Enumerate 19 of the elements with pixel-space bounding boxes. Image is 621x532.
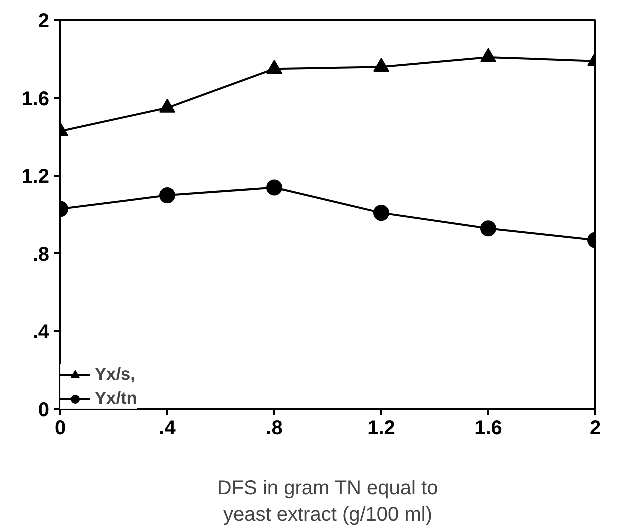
y-tick-label: 1.6 xyxy=(22,88,50,110)
point xyxy=(374,205,390,222)
x-tick-label: 1.6 xyxy=(474,418,502,440)
x-tick-label: 2 xyxy=(590,418,602,440)
y-tick-label: .8 xyxy=(32,244,50,266)
y-tick-label: 1.2 xyxy=(22,166,50,188)
x-tick-label: .4 xyxy=(159,418,177,440)
x-axis-title: DFS in gram TN equal to yeast extract (g/100 ml) xyxy=(217,478,438,526)
y-tick-label: 2 xyxy=(38,10,50,32)
legend-label: Yx/s, xyxy=(95,364,136,385)
point xyxy=(266,60,282,74)
y-tick-label: 0 xyxy=(38,400,50,422)
point xyxy=(374,58,390,72)
x-tick-label: 1.2 xyxy=(368,418,396,440)
x-tick-label: 0 xyxy=(54,418,66,440)
y-tick-label: .4 xyxy=(32,322,50,344)
legend-label: Yx/tn xyxy=(95,388,138,409)
point xyxy=(266,180,282,196)
x-tick-label: .8 xyxy=(266,418,283,440)
